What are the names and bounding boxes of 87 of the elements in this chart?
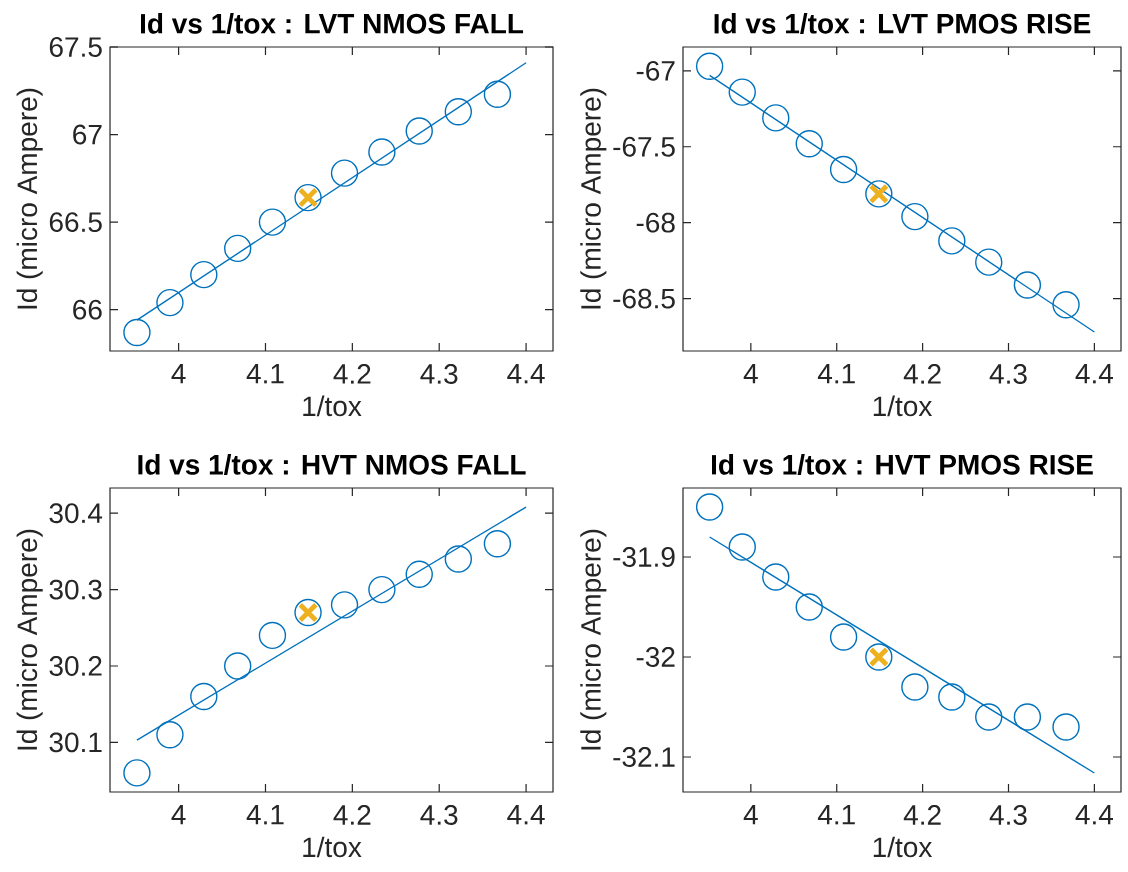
x-tick-label: 4.2 bbox=[903, 805, 941, 825]
x-tick-label: 4.1 bbox=[817, 805, 855, 825]
point bbox=[405, 117, 433, 145]
x-tick-label: 4.2 bbox=[333, 364, 371, 384]
x-tick-label: 4.4 bbox=[507, 805, 545, 825]
y-tick-label: 30.4 bbox=[49, 503, 103, 524]
y-tick-label: -31.9 bbox=[613, 547, 675, 567]
point bbox=[1013, 703, 1042, 731]
point bbox=[330, 159, 359, 187]
chart-title: Id vs 1/tox : LVT PMOS RISE bbox=[714, 13, 1091, 34]
x-axis-title: 1/tox bbox=[303, 836, 362, 858]
point bbox=[258, 621, 287, 650]
y-tick-label: 66 bbox=[73, 299, 102, 320]
y-tick-label: 30.1 bbox=[49, 732, 102, 753]
point bbox=[829, 623, 858, 651]
y-tick-label: 66.5 bbox=[49, 212, 102, 233]
y-axis-title: Id (micro Ampere) bbox=[580, 88, 607, 309]
point bbox=[762, 563, 790, 591]
x-axis-title: 1/tox bbox=[873, 395, 933, 417]
x-tick-label: 4 bbox=[171, 805, 186, 825]
point bbox=[368, 575, 396, 604]
y-axis-title: Id (micro Ampere) bbox=[580, 529, 607, 750]
point bbox=[938, 683, 966, 711]
x-tick-label: 4.3 bbox=[989, 364, 1027, 384]
y-tick-label: -67 bbox=[636, 60, 675, 81]
y-tick-label: 30.2 bbox=[49, 656, 102, 676]
y-axis-title: Id (micro Ampere) bbox=[16, 529, 43, 750]
y-tick-label: -68 bbox=[636, 212, 675, 233]
point bbox=[368, 138, 396, 166]
x-tick-label: 4.3 bbox=[989, 805, 1027, 825]
point bbox=[223, 234, 252, 263]
x-tick-label: 4 bbox=[171, 364, 186, 384]
point bbox=[901, 673, 929, 701]
point bbox=[728, 533, 756, 561]
point bbox=[829, 155, 858, 184]
point bbox=[123, 759, 151, 787]
x-tick-label: 4.4 bbox=[1075, 805, 1114, 825]
point bbox=[1052, 713, 1080, 741]
x-axis-title: 1/tox bbox=[303, 395, 362, 417]
point bbox=[483, 80, 512, 108]
point bbox=[156, 721, 184, 749]
x-tick-label: 4.1 bbox=[246, 364, 284, 384]
point bbox=[156, 288, 184, 317]
point bbox=[795, 130, 823, 158]
point bbox=[330, 591, 359, 619]
y-tick-label: 30.3 bbox=[49, 579, 102, 600]
x-tick-label: 4.3 bbox=[420, 805, 458, 825]
point bbox=[795, 593, 823, 621]
y-tick-label: 67 bbox=[73, 124, 102, 145]
point bbox=[258, 208, 287, 236]
y-tick-label: -68.5 bbox=[613, 288, 675, 309]
point bbox=[1013, 271, 1042, 299]
y-tick-label: 67.5 bbox=[49, 37, 102, 57]
x-axis-title: 1/tox bbox=[873, 836, 933, 858]
point bbox=[975, 248, 1003, 276]
point bbox=[762, 104, 790, 132]
point bbox=[483, 530, 512, 558]
y-axis-title: Id (micro Ampere) bbox=[16, 88, 43, 309]
point bbox=[938, 227, 966, 255]
point bbox=[444, 545, 473, 573]
point bbox=[190, 260, 218, 289]
chart-title: Id vs 1/tox : HVT PMOS RISE bbox=[712, 454, 1093, 475]
chart-title: Id vs 1/tox : HVT NMOS FALL bbox=[138, 454, 526, 475]
y-tick-label: -32 bbox=[636, 647, 675, 667]
x-tick-label: 4.4 bbox=[1075, 364, 1114, 384]
point bbox=[695, 493, 724, 521]
x-tick-label: 4 bbox=[743, 805, 758, 825]
point bbox=[975, 703, 1003, 731]
y-tick-label: -67.5 bbox=[613, 136, 675, 157]
x-tick-label: 4.2 bbox=[903, 364, 941, 384]
point bbox=[190, 682, 218, 711]
point bbox=[223, 652, 252, 680]
point bbox=[695, 52, 724, 80]
x-tick-label: 4.1 bbox=[817, 364, 855, 384]
point bbox=[901, 202, 929, 231]
x-tick-label: 4.3 bbox=[420, 364, 458, 384]
point bbox=[444, 98, 473, 126]
chart-title: Id vs 1/tox : LVT NMOS FALL bbox=[141, 13, 524, 34]
x-tick-label: 4.2 bbox=[333, 805, 371, 825]
point bbox=[405, 560, 433, 589]
y-tick-label: -32.1 bbox=[613, 747, 675, 767]
x-tick-label: 4 bbox=[743, 364, 758, 384]
point bbox=[123, 318, 151, 347]
x-tick-label: 4.1 bbox=[246, 805, 284, 825]
point bbox=[728, 78, 756, 106]
x-tick-label: 4.4 bbox=[507, 364, 545, 384]
point bbox=[1052, 290, 1080, 319]
